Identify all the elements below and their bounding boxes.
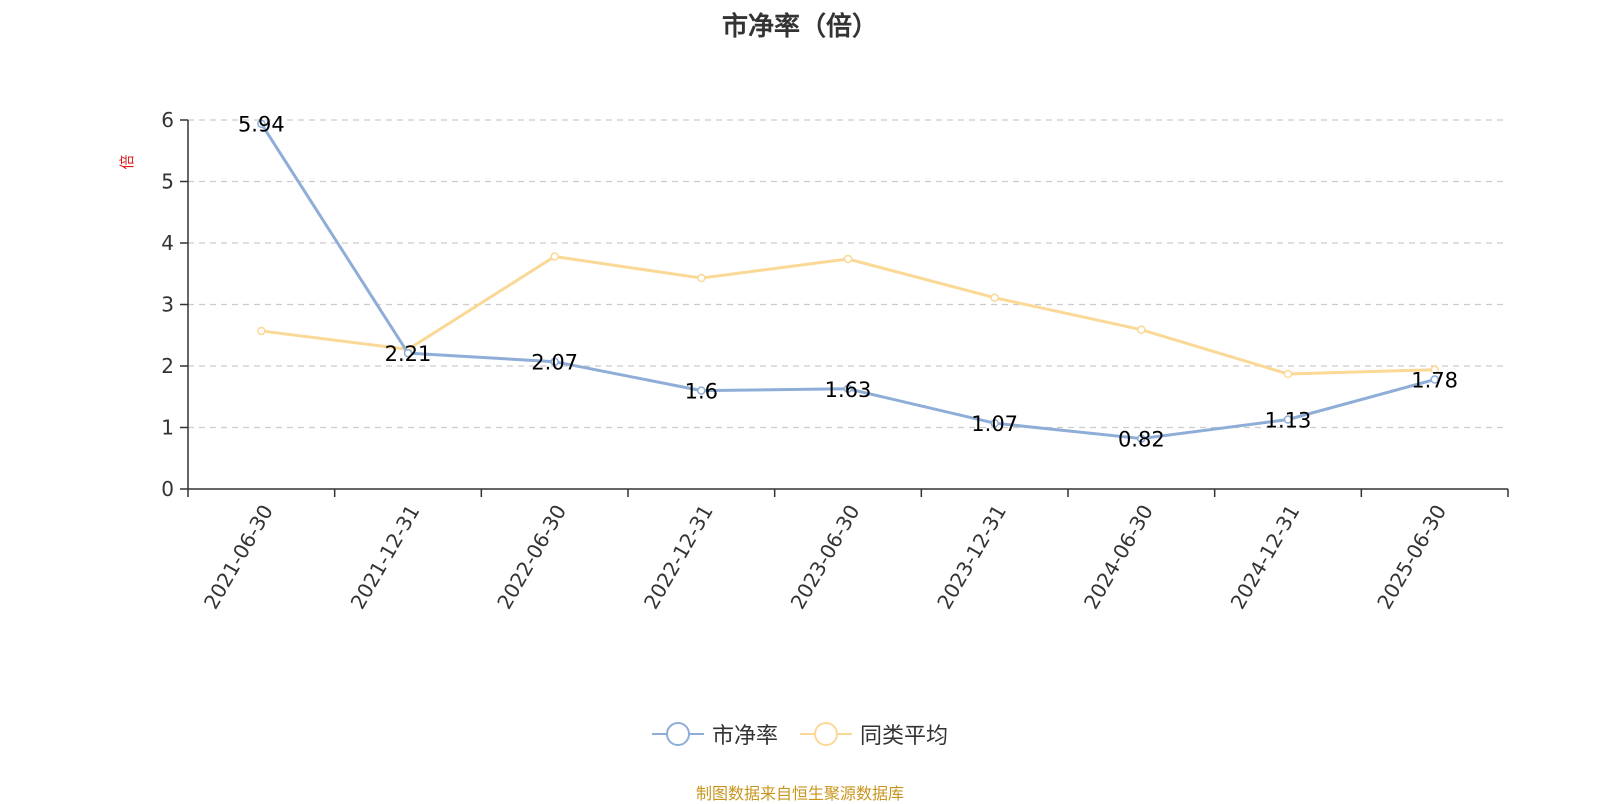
data-point xyxy=(990,293,999,302)
data-point xyxy=(990,418,999,428)
data-point xyxy=(697,386,706,395)
data-labels: 5.94 2.21 2.07 1.6 1.63 1.07 0.82 1.13 1.78 xyxy=(238,113,1458,452)
x-tick-label: 2021-06-30 xyxy=(199,501,278,614)
legend-item-series-2[interactable]: 同类平均 xyxy=(800,718,948,750)
grid-lines xyxy=(188,119,1508,429)
data-label: 2.07 xyxy=(531,351,578,375)
data-label: 0.82 xyxy=(1118,428,1165,452)
data-point xyxy=(257,119,266,128)
y-tick-label: 3 xyxy=(161,293,174,317)
x-tick-label: 2022-06-30 xyxy=(492,501,571,614)
data-point xyxy=(257,326,266,336)
series-line-2 xyxy=(261,255,1435,376)
source-note: 制图数据来自恒生聚源数据库 xyxy=(695,784,904,803)
data-point xyxy=(1430,375,1439,384)
data-point xyxy=(1283,415,1293,424)
data-point xyxy=(843,254,853,264)
data-label: 1.63 xyxy=(825,378,872,402)
legend-label: 同类平均 xyxy=(860,724,949,749)
legend-line-circle-icon xyxy=(800,722,852,746)
data-point xyxy=(550,357,559,366)
data-label: 1.13 xyxy=(1265,409,1312,433)
x-tick-label: 2024-06-30 xyxy=(1079,501,1158,614)
data-point xyxy=(403,348,413,358)
data-label: 1.07 xyxy=(971,412,1018,436)
legend-line-circle-icon xyxy=(651,722,704,746)
y-tick-label: 4 xyxy=(161,231,174,255)
data-point xyxy=(843,384,853,394)
x-tick-label: 2025-06-30 xyxy=(1372,501,1451,614)
y-tick-label: 1 xyxy=(161,416,174,440)
data-point xyxy=(697,273,706,283)
y-tick-label: 6 xyxy=(161,108,174,132)
chart-title: 市净率（倍） xyxy=(721,12,878,42)
x-tick-label: 2023-12-31 xyxy=(932,501,1011,614)
data-point xyxy=(550,252,559,261)
y-tick-label: 2 xyxy=(161,354,174,378)
data-label: 1.6 xyxy=(685,380,718,404)
legend: 市净率 同类平均 xyxy=(0,718,1600,750)
y-axis-unit-label: 倍 xyxy=(118,154,136,169)
data-point xyxy=(1283,369,1293,379)
y-tick-label: 5 xyxy=(161,170,174,194)
series-lines xyxy=(257,119,1439,443)
data-point xyxy=(1137,434,1146,443)
data-label: 2.21 xyxy=(385,342,432,366)
y-tick-label: 0 xyxy=(161,477,174,501)
axes: 0 1 2 3 4 5 6 2021-06-30 2021-12-31 2022-06-30 202… xyxy=(161,108,1509,614)
x-tick-label: 2022-12-31 xyxy=(639,501,718,614)
data-label: 5.94 xyxy=(238,113,285,137)
data-point xyxy=(1430,365,1439,374)
x-tick-label: 2023-06-30 xyxy=(786,501,865,614)
legend-label: 市净率 xyxy=(711,724,778,749)
x-tick-label: 2021-12-31 xyxy=(346,501,425,614)
legend-item-series-1[interactable]: 市净率 xyxy=(651,718,778,750)
data-point xyxy=(1137,325,1146,334)
x-tick-label: 2024-12-31 xyxy=(1226,501,1305,614)
data-label: 1.78 xyxy=(1411,369,1458,393)
